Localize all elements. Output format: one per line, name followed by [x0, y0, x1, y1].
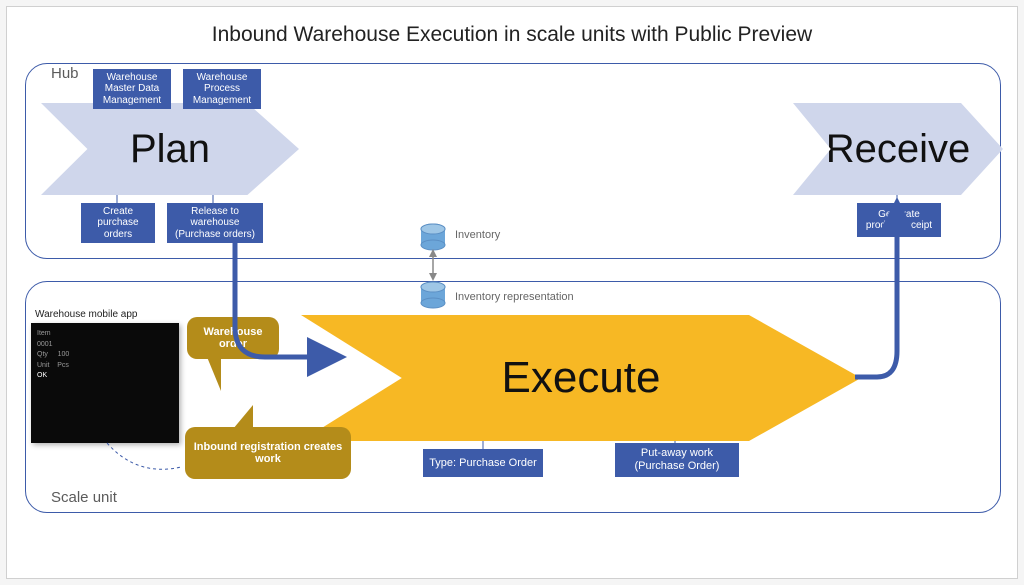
- diagram-canvas: Inbound Warehouse Execution in scale uni…: [6, 6, 1018, 579]
- flow-arrows: [7, 7, 1019, 580]
